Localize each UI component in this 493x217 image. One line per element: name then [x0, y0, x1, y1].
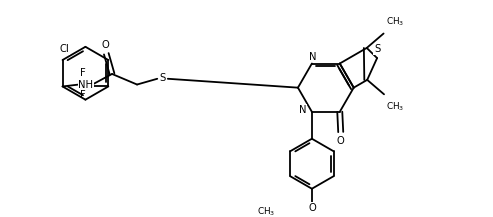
- Text: O: O: [102, 40, 109, 50]
- Text: S: S: [374, 44, 380, 54]
- Text: O: O: [337, 136, 345, 146]
- Text: S: S: [159, 73, 166, 83]
- Text: Cl: Cl: [60, 44, 70, 54]
- Text: O: O: [308, 203, 316, 213]
- Text: F: F: [80, 79, 86, 89]
- Text: N: N: [299, 105, 306, 115]
- Text: F: F: [80, 68, 86, 78]
- Text: CH$_3$: CH$_3$: [386, 100, 404, 113]
- Text: F: F: [80, 90, 86, 100]
- Text: NH: NH: [78, 80, 93, 90]
- Text: N: N: [309, 52, 317, 62]
- Text: CH$_3$: CH$_3$: [386, 15, 404, 28]
- Text: CH$_3$: CH$_3$: [257, 205, 276, 217]
